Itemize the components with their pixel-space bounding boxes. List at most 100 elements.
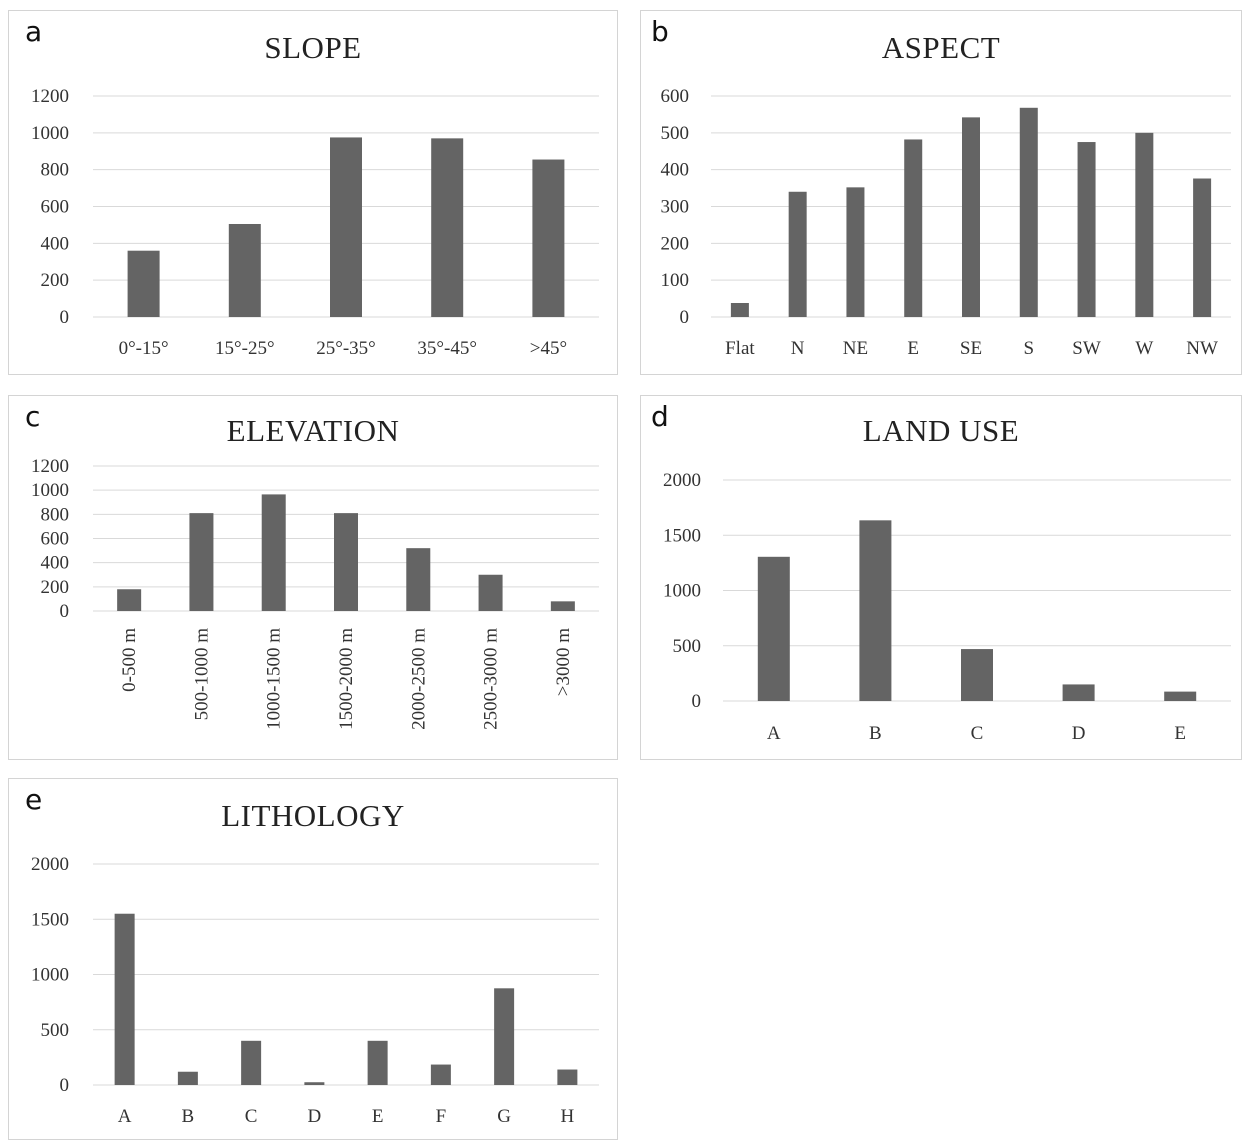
bar xyxy=(406,548,431,611)
panel-letter: c xyxy=(25,400,41,433)
x-tick-label: G xyxy=(497,1106,511,1127)
chart-title: LAND USE xyxy=(862,413,1020,448)
x-tick-label: >45° xyxy=(530,338,567,359)
bar xyxy=(1019,107,1038,317)
y-tick-label: 600 xyxy=(41,197,70,218)
y-tick-label: 800 xyxy=(41,504,70,525)
chart-title: ELEVATION xyxy=(226,413,400,448)
x-tick-label: A xyxy=(118,1106,132,1127)
bar xyxy=(859,520,892,701)
panel-b: b ASPECT 0 100 200 300 400 500 600 Flat N NE E SE S S… xyxy=(640,10,1242,375)
y-tick-label: 100 xyxy=(661,270,690,291)
y-tick-label: 400 xyxy=(661,160,690,181)
bar xyxy=(228,223,261,317)
lithology-chart-svg: 0 500 1000 1500 2000 A B C D E F G H xyxy=(31,854,599,1127)
bar xyxy=(367,1040,388,1085)
elevation-chart-svg: 0 200 400 600 800 1000 1200 0-500 m 500-1000 m 10… xyxy=(31,456,599,730)
y-tick-label: 0 xyxy=(60,601,70,622)
bar xyxy=(430,1064,451,1085)
y-tick-label: 400 xyxy=(41,233,70,254)
y-tick-label: 1500 xyxy=(663,525,701,546)
y-tick-label: 200 xyxy=(661,233,690,254)
panel-d: d LAND USE 0 500 1000 1500 2000 A B C D E xyxy=(640,395,1242,760)
panel-e: e LITHOLOGY 0 500 1000 1500 2000 A B C D E F G H xyxy=(8,778,618,1140)
y-tick-label: 2000 xyxy=(31,854,69,875)
y-tick-label: 0 xyxy=(680,307,690,328)
chart-title: LITHOLOGY xyxy=(221,798,405,833)
panel-letter: b xyxy=(651,15,669,48)
x-tick-label: 0-500 m xyxy=(119,628,140,692)
x-tick-label: 1500-2000 m xyxy=(336,628,357,730)
bar xyxy=(757,556,790,701)
y-tick-label: 1200 xyxy=(31,456,69,477)
x-tick-label: B xyxy=(869,723,882,744)
x-tick-label: H xyxy=(561,1106,575,1127)
bar xyxy=(241,1040,262,1085)
x-tick-label: B xyxy=(182,1106,195,1127)
bar xyxy=(730,303,749,317)
y-tick-label: 1000 xyxy=(663,581,701,602)
bar xyxy=(961,649,993,701)
x-tick-label: 2000-2500 m xyxy=(408,628,429,730)
x-tick-label: D xyxy=(1072,723,1086,744)
panel-c: c ELEVATION 0 200 400 600 800 1000 1200 0-500 m… xyxy=(8,395,618,760)
bar xyxy=(1062,684,1095,701)
bar xyxy=(550,601,575,611)
y-tick-label: 1000 xyxy=(31,123,69,144)
x-tick-label: C xyxy=(971,723,984,744)
y-tick-label: 1200 xyxy=(31,86,69,107)
y-tick-label: 0 xyxy=(60,1075,70,1096)
panel-letter: d xyxy=(651,400,669,433)
x-tick-label: NE xyxy=(843,338,868,359)
bar xyxy=(532,159,565,317)
y-tick-label: 500 xyxy=(661,123,690,144)
bar xyxy=(117,589,142,611)
x-tick-label: 15°-25° xyxy=(215,338,275,359)
x-tick-label: E xyxy=(907,338,919,359)
bar xyxy=(1164,691,1197,701)
bar xyxy=(261,494,286,611)
x-tick-label: N xyxy=(791,338,805,359)
y-tick-label: 0 xyxy=(60,307,70,328)
bar xyxy=(846,187,865,317)
bar xyxy=(1135,132,1154,317)
x-tick-label: 2500-3000 m xyxy=(481,628,502,730)
bar xyxy=(330,137,362,317)
bar xyxy=(334,513,358,611)
bar xyxy=(494,988,515,1085)
y-tick-label: 200 xyxy=(41,270,70,291)
bar xyxy=(557,1069,578,1085)
slope-chart-svg: 0 200 400 600 800 1000 1200 0°-15° 15°-25° 25°-35… xyxy=(31,86,599,359)
y-tick-label: 500 xyxy=(673,636,702,657)
bar xyxy=(1077,142,1096,317)
x-tick-label: >3000 m xyxy=(553,628,574,696)
y-tick-label: 600 xyxy=(41,529,70,550)
x-tick-label: C xyxy=(245,1106,258,1127)
bar xyxy=(177,1071,198,1085)
x-tick-label: W xyxy=(1135,338,1153,359)
y-tick-label: 500 xyxy=(41,1020,70,1041)
x-tick-label: E xyxy=(372,1106,384,1127)
y-tick-label: 400 xyxy=(41,553,70,574)
y-tick-label: 1500 xyxy=(31,909,69,930)
x-tick-label: 500-1000 m xyxy=(191,628,212,721)
bar xyxy=(1193,178,1212,317)
y-tick-label: 200 xyxy=(41,577,70,598)
y-tick-label: 1000 xyxy=(31,480,69,501)
aspect-chart-svg: 0 100 200 300 400 500 600 Flat N NE E SE S SW W NW xyxy=(661,86,1231,359)
y-tick-label: 1000 xyxy=(31,965,69,986)
y-tick-label: 0 xyxy=(692,691,702,712)
x-tick-label: S xyxy=(1023,338,1034,359)
x-tick-label: SE xyxy=(960,338,982,359)
chart-title: SLOPE xyxy=(264,30,362,65)
bar xyxy=(114,913,135,1085)
x-tick-label: D xyxy=(308,1106,322,1127)
x-tick-label: 25°-35° xyxy=(316,338,376,359)
y-tick-label: 300 xyxy=(661,197,690,218)
x-tick-label: Flat xyxy=(725,338,755,359)
x-tick-label: A xyxy=(767,723,781,744)
bar xyxy=(431,138,464,317)
bar xyxy=(788,191,807,317)
y-tick-label: 800 xyxy=(41,160,70,181)
x-tick-label: 35°-45° xyxy=(417,338,477,359)
